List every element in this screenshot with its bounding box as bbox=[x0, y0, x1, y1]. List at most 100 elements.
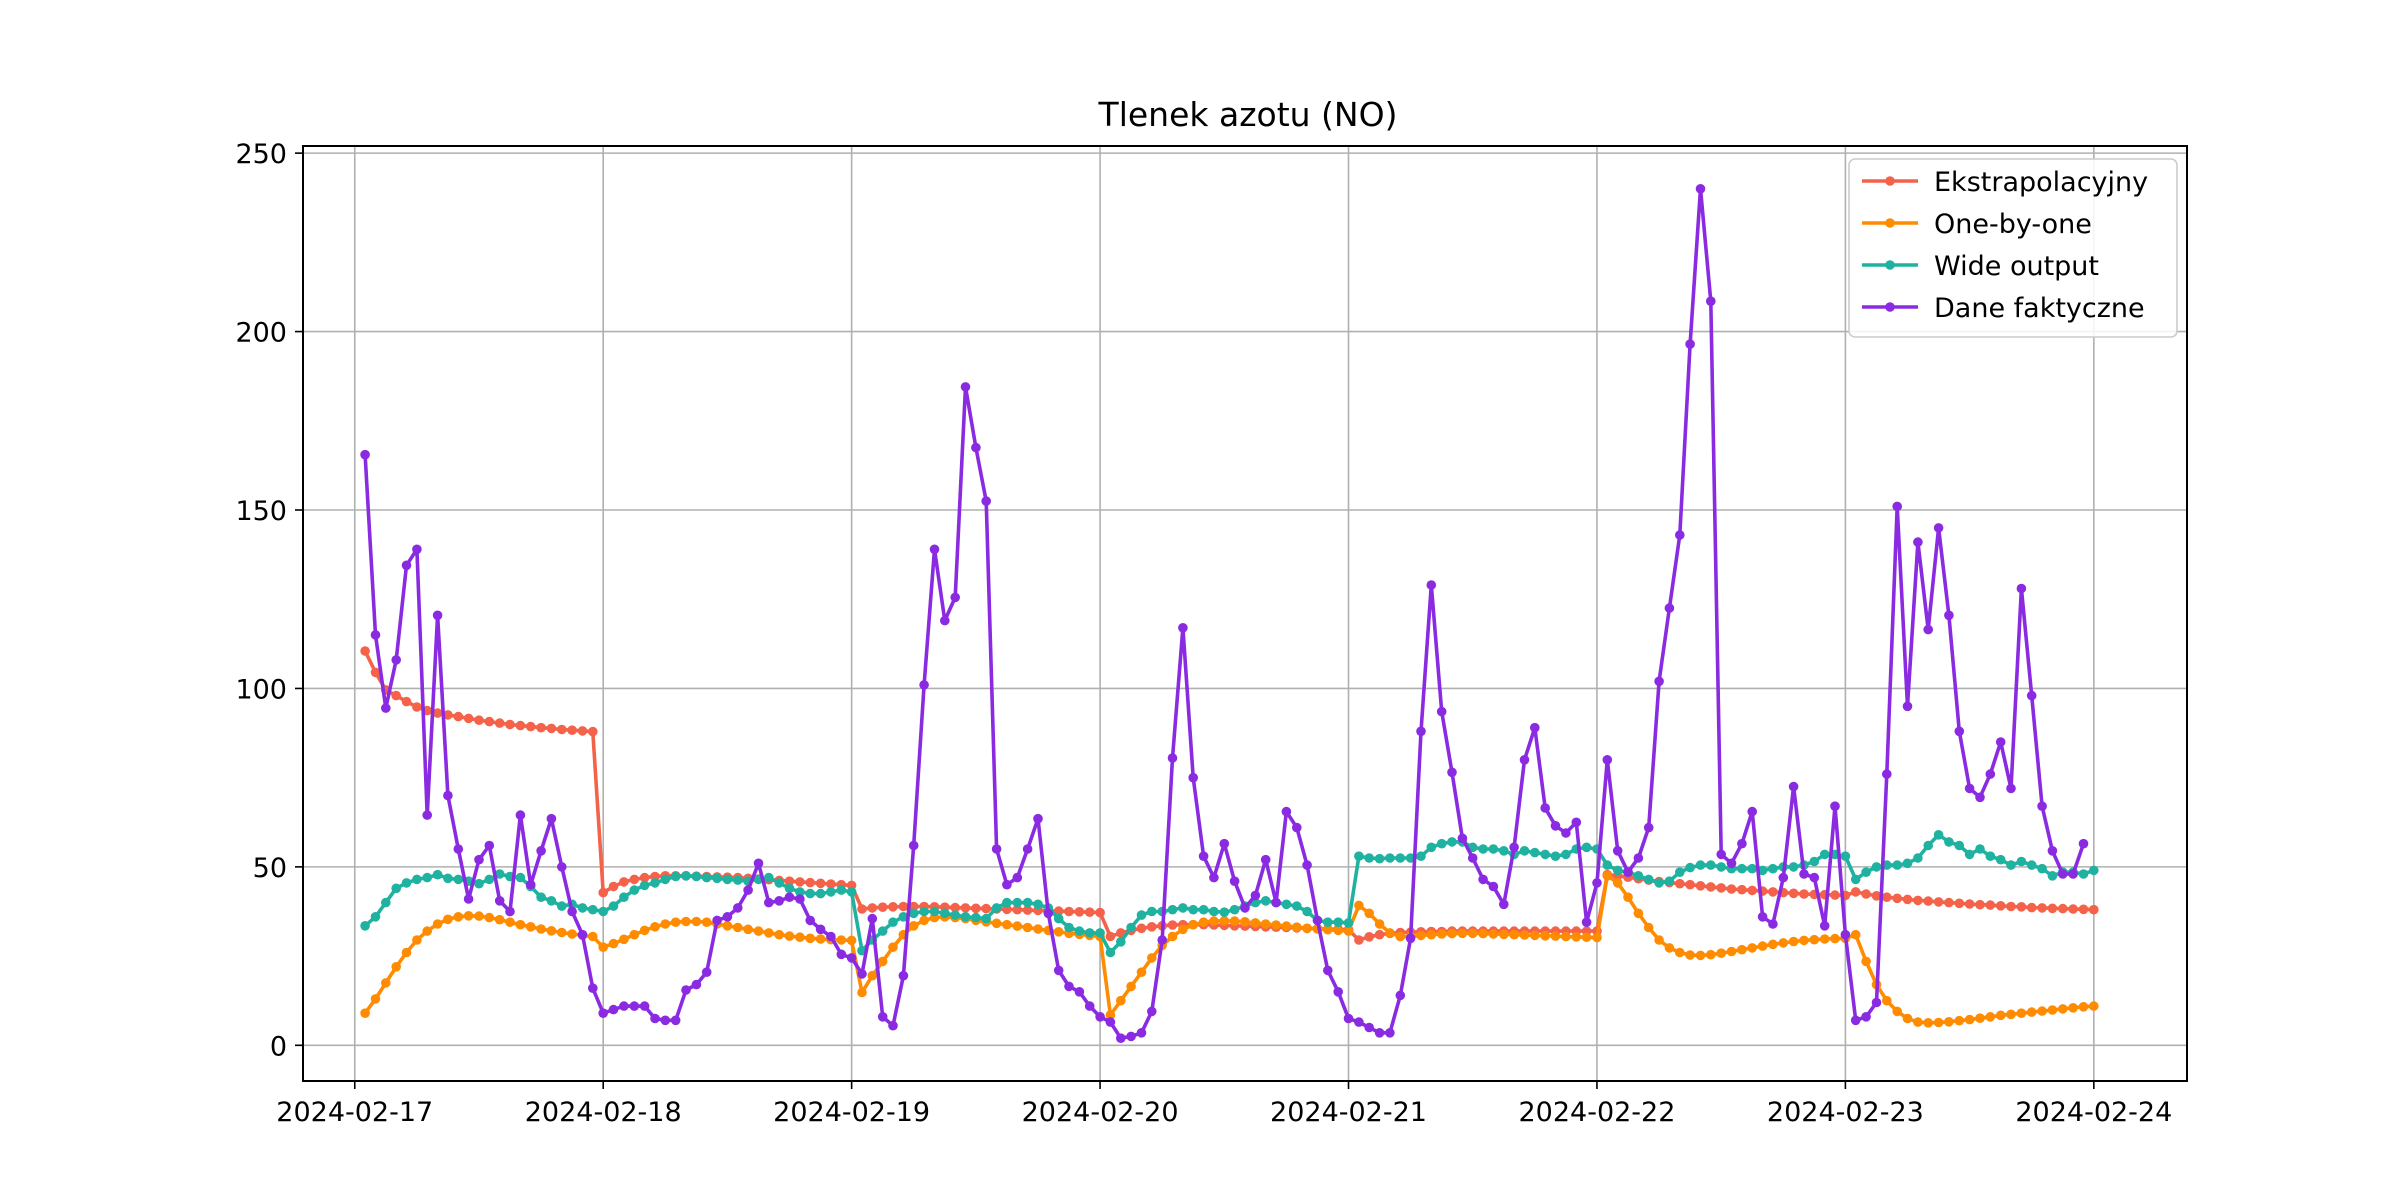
data-point bbox=[619, 892, 629, 902]
data-point bbox=[1447, 837, 1457, 847]
legend-item: One-by-one bbox=[1862, 209, 2092, 240]
data-point bbox=[1561, 849, 1571, 860]
data-point bbox=[1768, 939, 1778, 950]
data-point bbox=[1053, 927, 1064, 937]
data-point bbox=[443, 790, 453, 801]
data-point bbox=[1923, 1018, 1933, 1028]
data-point bbox=[1861, 889, 1871, 899]
data-point bbox=[1405, 933, 1416, 944]
data-point bbox=[1364, 1022, 1374, 1033]
data-point bbox=[474, 878, 484, 889]
data-point bbox=[412, 702, 422, 712]
data-point bbox=[1509, 842, 1519, 853]
data-point bbox=[422, 926, 433, 936]
data-point bbox=[1436, 929, 1447, 939]
data-point bbox=[1292, 822, 1302, 833]
data-point bbox=[463, 911, 474, 921]
data-point bbox=[1830, 801, 1840, 811]
plot-frame bbox=[302, 145, 2188, 1082]
data-point bbox=[898, 901, 909, 912]
data-point bbox=[1530, 722, 1540, 733]
data-point bbox=[1675, 947, 1685, 958]
data-point bbox=[2006, 1009, 2016, 1020]
data-point bbox=[1623, 867, 1633, 877]
data-point bbox=[1219, 907, 1230, 917]
data-point bbox=[1581, 842, 1592, 853]
data-point bbox=[1954, 898, 1965, 909]
y-tick-label: 150 bbox=[235, 496, 287, 527]
data-point bbox=[484, 874, 495, 885]
data-point bbox=[1033, 924, 1043, 934]
data-point bbox=[1053, 906, 1064, 916]
data-point bbox=[836, 935, 847, 945]
data-point bbox=[1343, 926, 1354, 936]
data-point bbox=[1819, 849, 1830, 860]
data-point bbox=[494, 914, 505, 925]
data-point bbox=[1592, 932, 1602, 943]
data-point bbox=[1871, 891, 1882, 901]
data-point bbox=[639, 1001, 650, 1011]
data-point bbox=[660, 919, 671, 929]
data-point bbox=[1964, 783, 1975, 794]
data-point bbox=[1333, 987, 1343, 997]
data-point bbox=[1871, 862, 1882, 872]
data-point bbox=[474, 854, 484, 865]
data-point bbox=[1260, 919, 1271, 929]
data-point bbox=[1022, 922, 1033, 933]
data-point bbox=[1478, 874, 1488, 885]
data-point bbox=[557, 724, 567, 735]
data-point bbox=[1053, 913, 1064, 924]
legend-item: Wide output bbox=[1862, 251, 2099, 282]
data-point bbox=[1022, 897, 1033, 908]
data-point bbox=[484, 912, 495, 923]
data-point bbox=[660, 874, 671, 885]
data-point bbox=[1478, 928, 1488, 939]
data-point bbox=[1830, 933, 1840, 944]
data-point bbox=[525, 879, 536, 890]
data-point bbox=[1892, 501, 1902, 512]
data-point bbox=[2016, 902, 2027, 912]
data-point bbox=[1850, 929, 1861, 940]
data-point bbox=[805, 915, 815, 926]
data-point bbox=[1260, 896, 1271, 906]
data-point bbox=[1571, 817, 1582, 828]
data-point bbox=[1447, 928, 1457, 939]
data-point bbox=[1033, 899, 1043, 910]
data-point bbox=[733, 875, 743, 885]
data-point bbox=[1716, 862, 1726, 872]
data-point bbox=[1198, 917, 1209, 927]
data-point bbox=[1757, 865, 1768, 876]
data-point bbox=[1923, 896, 1933, 906]
data-point bbox=[1706, 949, 1716, 960]
data-point bbox=[1675, 530, 1685, 540]
data-point bbox=[360, 449, 370, 460]
data-point bbox=[1167, 904, 1178, 915]
data-point bbox=[381, 978, 391, 988]
data-point bbox=[546, 896, 557, 906]
data-point bbox=[1788, 781, 1799, 792]
legend-label: Ekstrapolacyjny bbox=[1934, 167, 2148, 198]
data-point bbox=[1281, 806, 1292, 817]
data-point bbox=[950, 592, 960, 603]
data-point bbox=[453, 844, 464, 854]
data-point bbox=[784, 883, 795, 894]
data-point bbox=[1882, 995, 1892, 1006]
data-point bbox=[940, 908, 950, 919]
data-point bbox=[629, 874, 640, 885]
data-point bbox=[1147, 922, 1157, 932]
data-point bbox=[1913, 853, 1923, 863]
data-point bbox=[1923, 840, 1933, 851]
data-point bbox=[381, 703, 391, 713]
series-layer bbox=[360, 184, 2099, 1043]
data-point bbox=[1747, 806, 1757, 817]
data-point bbox=[1105, 1017, 1116, 1027]
data-point bbox=[1240, 917, 1250, 927]
data-point bbox=[971, 903, 981, 914]
y-tick-label: 250 bbox=[235, 139, 287, 170]
legend: Ekstrapolacyjny One-by-one Wide output Dane… bbox=[1848, 158, 2178, 338]
data-point bbox=[1136, 923, 1147, 934]
data-point bbox=[1302, 860, 1312, 870]
data-point bbox=[1654, 676, 1664, 687]
data-point bbox=[1084, 928, 1095, 938]
data-point bbox=[815, 888, 826, 899]
